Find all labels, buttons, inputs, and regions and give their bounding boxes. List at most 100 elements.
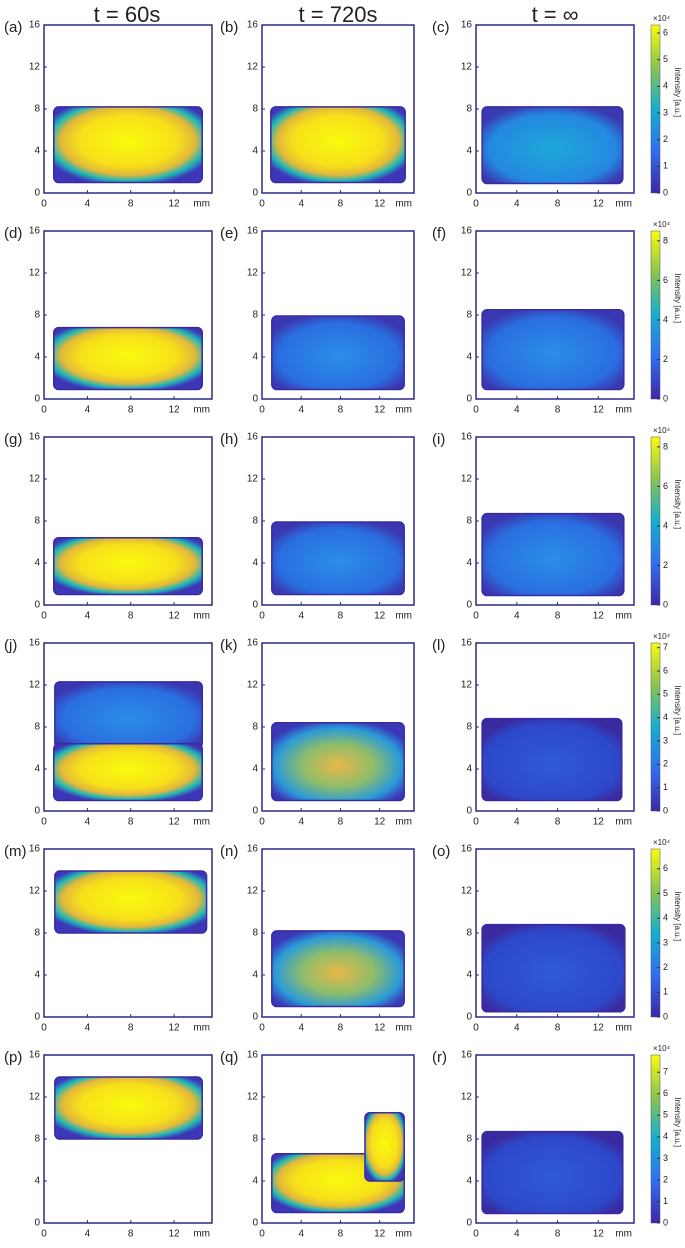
x-tick-label: 8 [338,405,344,416]
colorbar-tick-label: 6 [663,27,668,37]
colorbar-label: Intensity [a.u.] [673,273,682,323]
panel-label: (p) [4,1049,22,1066]
y-tick-label: 0 [252,188,258,199]
x-tick-label: 12 [593,405,605,416]
x-tick-label: 0 [259,199,265,210]
x-tick-label: 8 [128,611,134,622]
y-tick-label: 8 [34,104,40,115]
y-tick-label: 8 [466,722,472,733]
y-tick-label: 12 [247,680,259,691]
y-tick-label: 4 [34,764,40,775]
colorbar-tick-label: 6 [663,275,668,285]
panel-label: (f) [432,225,446,242]
x-tick-label: 0 [41,817,47,828]
y-tick-label: 4 [34,146,40,157]
y-tick-label: 4 [34,558,40,569]
intensity-map [481,512,625,597]
x-tick-label: 4 [85,405,91,416]
x-unit: mm [193,1023,210,1034]
x-tick-label: 12 [374,1023,386,1034]
colorbar-tick-label: 3 [663,107,668,117]
y-tick-label: 4 [252,1176,258,1187]
y-tick-label: 0 [34,188,40,199]
colorbar-tick-label: 4 [663,712,668,722]
x-tick-label: 8 [128,1229,134,1240]
colorbar-tick-label: 6 [663,863,668,873]
x-unit: mm [193,1229,210,1240]
x-unit: mm [615,199,632,210]
x-tick-label: 4 [85,1229,91,1240]
x-tick-label: 0 [41,405,47,416]
x-tick-label: 8 [338,199,344,210]
panel-label: (g) [4,431,22,448]
colorbar-multiplier: ×10⁴ [653,838,671,847]
y-tick-label: 12 [247,268,259,279]
colorbar [650,848,661,1018]
x-tick-label: 0 [473,1229,479,1240]
y-tick-label: 4 [252,352,258,363]
x-tick-label: 4 [298,611,304,622]
y-tick-label: 4 [466,970,472,981]
y-tick-label: 8 [34,928,40,939]
x-unit: mm [615,1023,632,1034]
y-tick-label: 16 [29,20,41,31]
y-tick-label: 12 [29,680,41,691]
colorbar-tick-label: 6 [663,481,668,491]
y-tick-label: 0 [252,1012,258,1023]
intensity-map [271,521,405,596]
x-tick-label: 12 [169,611,181,622]
colorbar-tick-label: 4 [663,314,668,324]
y-tick-label: 0 [252,600,258,611]
intensity-map [54,1076,203,1140]
colorbar-tick-label: 2 [663,560,668,570]
y-tick-label: 8 [252,722,258,733]
intensity-map [271,930,405,1008]
x-unit: mm [193,817,210,828]
y-tick-label: 4 [252,970,258,981]
x-tick-label: 12 [374,405,386,416]
y-tick-label: 0 [34,806,40,817]
y-tick-label: 16 [461,20,473,31]
colorbar [650,436,661,606]
x-tick-label: 12 [593,817,605,828]
x-tick-label: 12 [374,611,386,622]
x-tick-label: 4 [298,1229,304,1240]
y-tick-label: 4 [466,352,472,363]
column-header: t = ∞ [532,2,579,27]
x-tick-label: 8 [555,1023,561,1034]
x-tick-label: 4 [85,611,91,622]
x-tick-label: 8 [338,817,344,828]
y-tick-label: 8 [34,1134,40,1145]
x-tick-label: 4 [298,1023,304,1034]
intensity-map [53,743,203,802]
y-tick-label: 16 [461,432,473,443]
y-tick-label: 12 [29,474,41,485]
x-tick-label: 12 [169,199,181,210]
panel-label: (n) [220,843,238,860]
x-tick-label: 0 [259,405,265,416]
y-tick-label: 8 [34,722,40,733]
colorbar-tick-label: 3 [663,1153,668,1163]
y-tick-label: 0 [466,600,472,611]
x-tick-label: 4 [298,199,304,210]
x-tick-label: 4 [85,199,91,210]
y-tick-label: 16 [29,432,41,443]
colorbar-tick-label: 2 [663,134,668,144]
y-tick-label: 8 [466,104,472,115]
x-tick-label: 4 [298,817,304,828]
x-unit: mm [395,199,412,210]
y-tick-label: 8 [252,928,258,939]
colorbar [650,1054,661,1224]
x-tick-label: 8 [555,405,561,416]
x-tick-label: 0 [259,1023,265,1034]
x-tick-label: 0 [473,199,479,210]
y-tick-label: 12 [247,474,259,485]
y-tick-label: 12 [247,1092,259,1103]
colorbar-tick-label: 1 [663,161,668,171]
colorbar-tick-label: 2 [663,1174,668,1184]
y-tick-label: 16 [461,1050,473,1061]
x-tick-label: 12 [169,405,181,416]
x-tick-label: 0 [259,611,265,622]
x-unit: mm [395,1229,412,1240]
y-tick-label: 4 [466,764,472,775]
